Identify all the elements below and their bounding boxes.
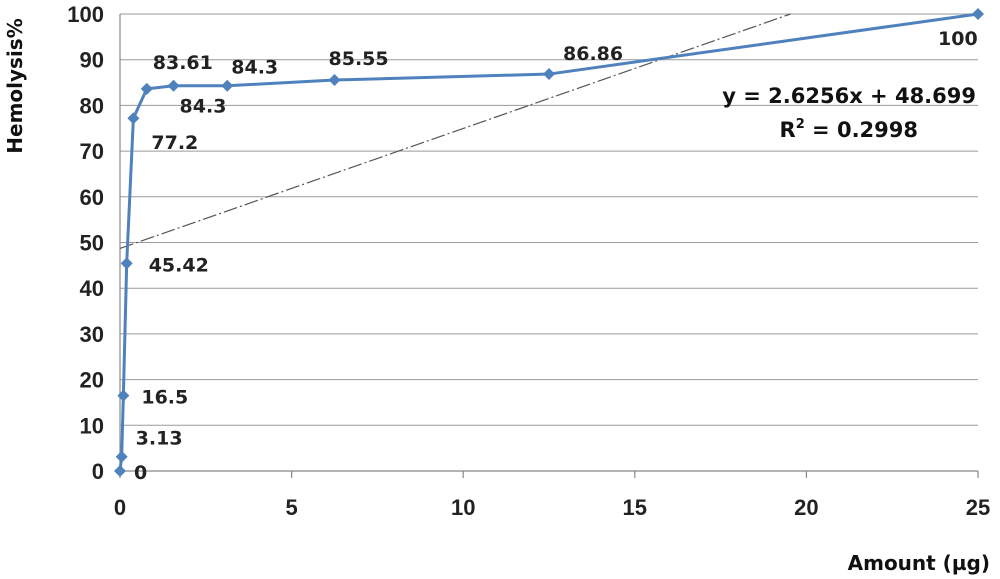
x-tick-label: 0 — [114, 495, 126, 520]
data-label: 86.86 — [563, 43, 623, 65]
y-tick-label: 10 — [80, 413, 104, 438]
data-label: 85.55 — [329, 48, 389, 70]
series-group — [114, 8, 984, 477]
data-label: 3.13 — [136, 428, 183, 450]
x-tick-labels: 0 5 10 15 20 25 — [114, 495, 990, 520]
data-point-marker — [127, 112, 140, 125]
data-point-marker — [972, 8, 984, 20]
data-point-marker — [328, 74, 341, 87]
y-tick-label: 50 — [80, 231, 104, 256]
x-tick-label: 25 — [966, 495, 990, 520]
trendline-group — [119, 13, 791, 250]
x-tick-label: 5 — [285, 495, 297, 520]
data-label: 83.61 — [153, 52, 213, 74]
data-label: 84.3 — [231, 57, 278, 79]
y-tick-label: 30 — [80, 322, 104, 347]
y-tick-label: 70 — [80, 139, 104, 164]
y-axis-title: Hemolysis% — [3, 18, 27, 153]
x-tick-label: 20 — [794, 495, 818, 520]
data-label: 16.5 — [141, 387, 188, 409]
x-axis-title: Amount (µg) — [848, 551, 990, 575]
data-label: 100 — [938, 28, 978, 50]
r-squared-superscript: 2 — [796, 117, 805, 132]
data-point-marker — [221, 79, 234, 92]
data-point-marker — [117, 389, 130, 402]
data-label: 0 — [134, 462, 147, 484]
data-point-marker — [140, 82, 153, 95]
data-point-marker — [543, 68, 555, 81]
data-labels: 0 3.13 16.5 45.42 77.2 83.61 84.384.3 85.55 86.8… — [134, 28, 978, 484]
x-tick-label: 10 — [451, 495, 475, 520]
y-tick-label: 80 — [80, 93, 104, 118]
r-squared-value: = 0.2998 — [805, 118, 918, 142]
y-tick-label: 60 — [80, 185, 104, 210]
data-point-marker — [120, 257, 133, 270]
gridlines — [120, 13, 978, 426]
data-label: 77.2 — [151, 132, 198, 154]
data-label: 84.3 — [180, 96, 227, 118]
r-squared-label: R2 = 0.2998 — [780, 117, 918, 142]
data-point-marker — [114, 465, 126, 477]
y-tick-label: 0 — [92, 459, 104, 484]
y-tick-label: 90 — [80, 48, 104, 73]
y-tick-label: 20 — [80, 368, 104, 393]
trendline — [119, 13, 791, 250]
trendline-equation: y = 2.6256x + 48.699 — [722, 84, 976, 108]
y-tick-label: 100 — [67, 2, 104, 27]
data-point-marker — [115, 450, 128, 463]
y-tick-labels: 0 10 20 30 40 50 60 70 80 90 100 — [67, 2, 104, 484]
x-tick-label: 15 — [623, 495, 647, 520]
data-point-marker — [167, 79, 180, 92]
data-label: 45.42 — [149, 254, 209, 276]
r-squared-symbol: R — [780, 118, 796, 142]
y-tick-label: 40 — [80, 276, 104, 301]
